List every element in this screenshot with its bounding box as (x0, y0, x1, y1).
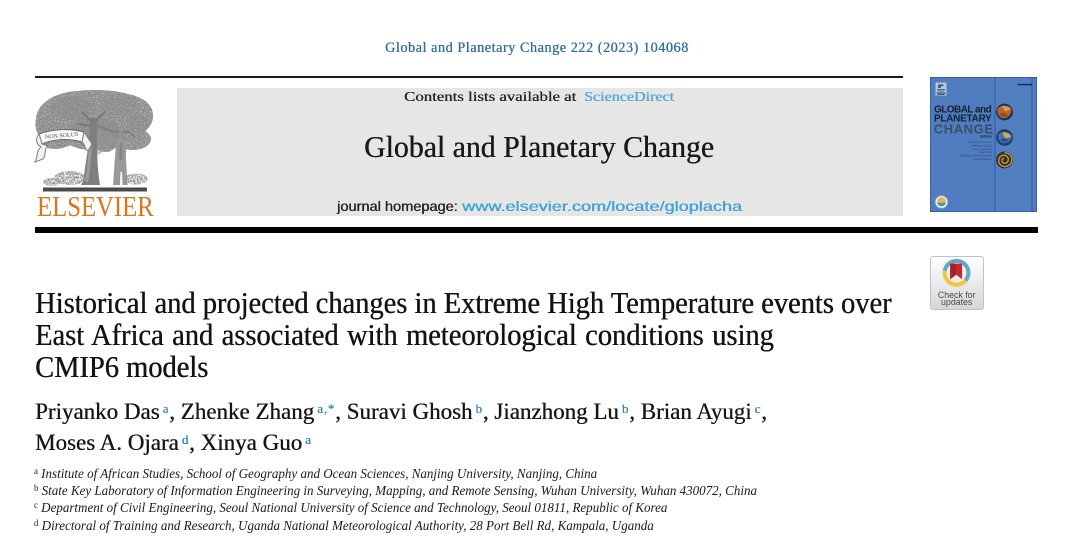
svg-text:Check for: Check for (937, 289, 975, 299)
svg-text:Thomas M. Cronin: Thomas M. Cronin (967, 140, 992, 144)
svg-text:Editors: Editors (980, 135, 992, 139)
svg-text:Zhengtang Guo: Zhengtang Guo (971, 143, 992, 147)
svg-text:Joel Guiot: Joel Guiot (978, 150, 992, 154)
svg-text:Alan Haywood: Alan Haywood (973, 147, 993, 151)
svg-text:PLANETARY: PLANETARY (934, 114, 992, 125)
svg-text:Liviu Matenco: Liviu Matenco (973, 157, 992, 161)
svg-text:CHANGE: CHANGE (934, 122, 994, 137)
svg-text:Fabienne Marret-Davies: Fabienne Marret-Davies (960, 154, 993, 158)
svg-text:GLOBAL and: GLOBAL and (934, 105, 992, 116)
svg-text:NON SOLUS: NON SOLUS (45, 132, 79, 141)
svg-text:updates: updates (941, 296, 973, 306)
